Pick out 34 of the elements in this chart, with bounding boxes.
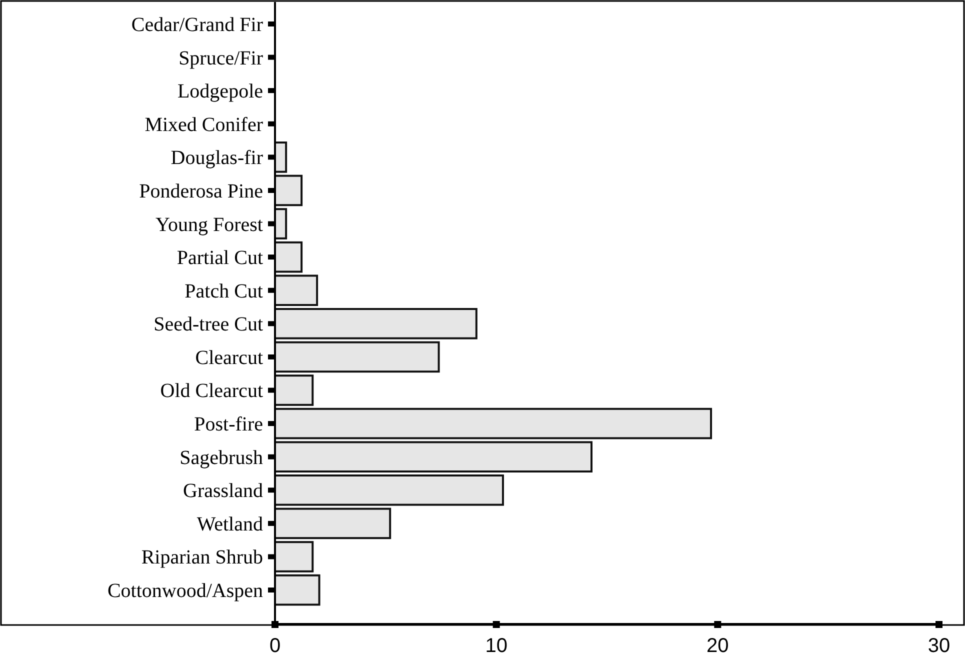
x-tick-label: 10 [485, 635, 508, 657]
y-tick-label: Cottonwood/Aspen [107, 580, 263, 602]
y-tick-label: Lodgepole [177, 80, 264, 103]
y-tick-label: Mixed Conifer [144, 114, 264, 136]
bar [274, 174, 303, 206]
bar [274, 441, 593, 472]
bar [274, 508, 392, 540]
bar [274, 474, 504, 506]
y-tick-label: Young Forest [156, 214, 264, 236]
bar [274, 574, 320, 606]
y-tick-label: Partial Cut [176, 247, 264, 270]
x-tick-label: 30 [928, 635, 950, 657]
y-tick-label: Seed-tree Cut [154, 314, 264, 336]
bar [274, 308, 478, 340]
y-tick-label: Spruce/Fir [178, 47, 264, 70]
bar [274, 374, 314, 406]
bar [274, 408, 712, 440]
bar [274, 241, 303, 273]
y-tick-label: Riparian Shrub [141, 546, 263, 569]
bar [274, 341, 440, 373]
bar [274, 274, 318, 306]
y-tick-label: Patch Cut [184, 280, 264, 302]
bar [274, 541, 314, 572]
y-tick-label: Old Clearcut [160, 380, 264, 402]
x-tick-label: 20 [706, 635, 729, 657]
y-tick-label: Clearcut [195, 346, 264, 369]
y-tick-label: Douglas-fir [170, 147, 264, 170]
y-tick-label: Ponderosa Pine [139, 180, 264, 202]
y-tick-label: Post-fire [194, 414, 264, 436]
y-tick-label: Cedar/Grand Fir [131, 14, 264, 36]
x-tick-label: 0 [269, 635, 281, 657]
y-tick-label: Grassland [183, 480, 263, 502]
y-tick-label: Sagebrush [180, 446, 263, 469]
y-tick-label: Wetland [196, 513, 263, 536]
